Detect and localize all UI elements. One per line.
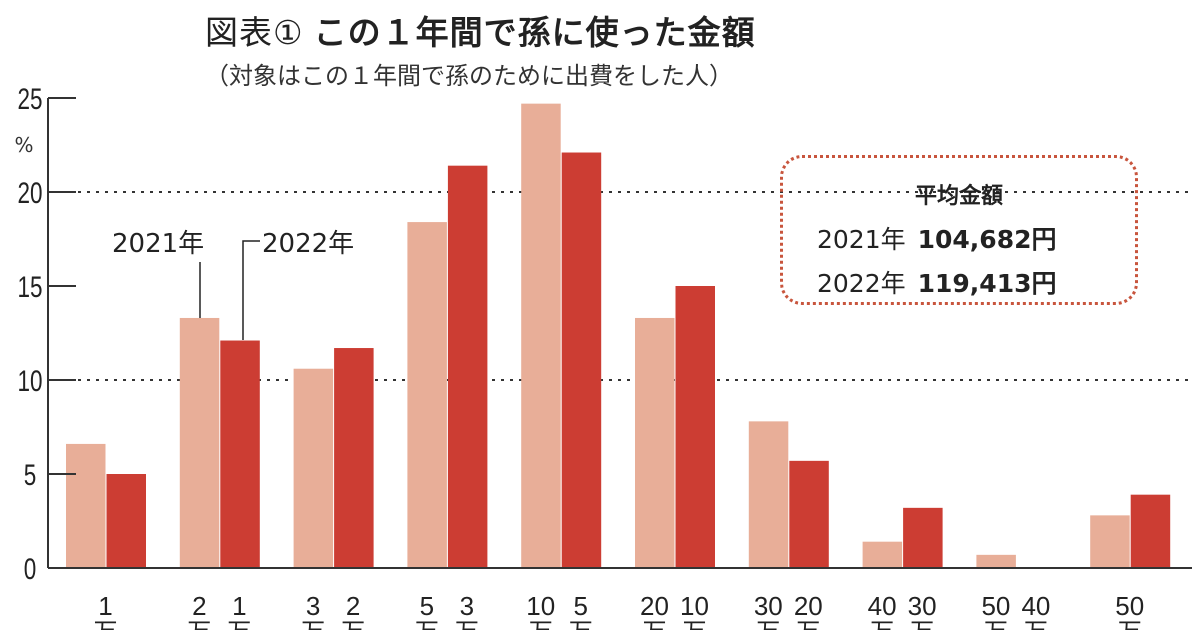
bar-2021年: [635, 317, 675, 568]
x-tick-unit: 万: [341, 618, 365, 630]
bar-2021年: [66, 443, 106, 568]
x-tick-label: 20: [640, 591, 669, 621]
x-tick-label: 1: [98, 591, 112, 621]
bar-2021年: [179, 317, 220, 568]
chart-title: 図表① この１年間で孫に使った金額: [205, 6, 756, 54]
x-tick-unit: 万: [643, 618, 667, 630]
x-tick-label: 20: [794, 591, 823, 621]
x-tick-label: 30: [754, 591, 783, 621]
bar-2021年: [1090, 515, 1130, 568]
title-text: この１年間で孫に使った金額: [313, 13, 756, 52]
x-tick-unit: 万: [227, 618, 251, 630]
x-tick-label: 50: [981, 591, 1010, 621]
x-tick-unit: 万: [796, 618, 820, 630]
x-tick-label: 2: [346, 591, 360, 621]
x-tick-unit: 万: [569, 618, 593, 630]
bar-2022年: [675, 286, 715, 568]
bar-2021年: [862, 541, 903, 568]
y-axis-unit: %: [14, 133, 33, 157]
x-tick-unit: 万: [984, 618, 1008, 630]
bar-2021年: [407, 222, 447, 568]
x-tick-label: 40: [868, 591, 897, 621]
y-tick-label: 25: [17, 82, 42, 116]
average-heading: 平均金額: [914, 184, 1003, 209]
x-tick-label: 50: [1115, 591, 1144, 621]
bar-2022年: [106, 474, 146, 568]
average-amount-box: 平均金額 2021年 104,682円 2022年 119,413円: [780, 155, 1138, 305]
average-value: 104,682円: [917, 225, 1057, 254]
x-tick-unit: 万: [910, 618, 934, 630]
y-tick-label: 5: [24, 458, 37, 492]
x-tick-label: 10: [680, 591, 709, 621]
x-tick-label: 5: [573, 591, 587, 621]
legend-leader-2022: [242, 240, 260, 340]
bar-2021年: [293, 368, 334, 568]
x-tick-label: 10: [526, 591, 555, 621]
bar-2021年: [521, 103, 561, 568]
x-tick-label: 2: [192, 591, 206, 621]
average-value: 119,413円: [917, 269, 1057, 298]
x-tick-unit: 万: [301, 618, 325, 630]
x-tick-unit: 万: [870, 618, 894, 630]
x-tick-label: 3: [460, 591, 474, 621]
bar-2021年: [976, 554, 1016, 568]
x-tick-unit: 万: [187, 618, 211, 630]
x-tick-label: 3: [306, 591, 320, 621]
y-tick-label: 10: [17, 364, 42, 398]
legend-2021: 2021年: [112, 229, 204, 259]
x-tick-unit: 万: [1024, 618, 1048, 630]
x-tick-unit: 万: [455, 618, 479, 630]
average-year: 2021年: [817, 225, 906, 254]
y-tick-label: 20: [17, 176, 42, 210]
average-row-2021: 2021年 104,682円: [817, 220, 1057, 256]
bar-2022年: [334, 348, 374, 568]
x-tick-unit: 万: [1118, 618, 1142, 630]
x-tick-unit: 万: [683, 618, 707, 630]
x-tick-label: 30: [908, 591, 937, 621]
y-tick-label: 0: [24, 552, 37, 586]
x-tick-label: 5: [420, 591, 434, 621]
bar-2022年: [1130, 494, 1171, 568]
x-tick-unit: 万: [94, 618, 118, 630]
bar-2022年: [789, 460, 829, 568]
bar-2022年: [220, 340, 260, 568]
x-tick-unit: 万: [529, 618, 553, 630]
x-tick-unit: 万: [415, 618, 439, 630]
bar-2021年: [748, 421, 789, 568]
bar-2022年: [903, 507, 943, 568]
x-tick-label: 40: [1021, 591, 1050, 621]
title-prefix: 図表①: [205, 13, 304, 52]
average-row-2022: 2022年 119,413円: [817, 264, 1057, 300]
x-tick-label: 1: [232, 591, 246, 621]
average-year: 2022年: [817, 269, 906, 298]
bar-2022年: [447, 165, 488, 568]
legend-2022: 2022年: [262, 229, 354, 259]
chart-subtitle: （対象はこの１年間で孫のために出費をした人）: [205, 62, 733, 90]
y-tick-label: 15: [17, 270, 42, 304]
x-tick-unit: 万: [756, 618, 780, 630]
bar-2022年: [561, 152, 602, 568]
